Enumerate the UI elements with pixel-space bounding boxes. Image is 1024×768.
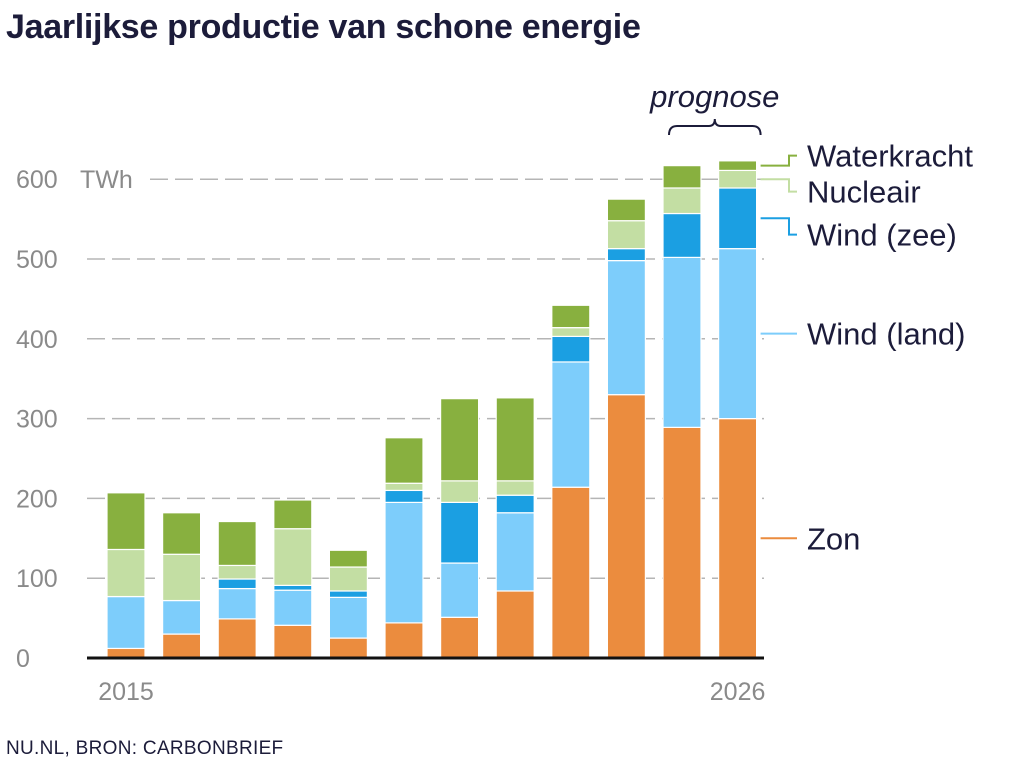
bar-segment [273,589,313,626]
y-tick-label: 100 [16,565,58,593]
bar-segment [495,590,535,659]
bar-segment [162,599,202,635]
bar-segment [551,335,591,363]
bar-segment [217,578,257,590]
bar-segment [440,616,480,659]
legend-connector [760,154,797,167]
bar-segment [440,562,480,618]
bar-segment [328,590,368,598]
forecast-label: prognose [649,79,779,114]
chart-title: Jaarlijkse productie van schone energie [6,8,641,46]
bar-segment [217,587,257,620]
legend-connector [760,217,797,236]
bar-segment [551,327,591,338]
bar-segment [328,637,368,659]
bar-segment [440,480,480,503]
bar-segment [606,394,647,659]
legend-connector [760,178,797,193]
bar-segment [717,248,758,420]
bar-segment [662,212,702,259]
x-tick-label: 2026 [710,678,766,706]
bar-segment [328,549,368,568]
bar-segment [495,397,535,482]
bar-segment [662,187,702,215]
bar-segment [551,361,591,488]
bar-segment [551,486,591,659]
bar-segment [328,566,368,592]
legend-label: Wind (zee) [807,218,957,253]
y-tick-label: 600 [16,166,58,194]
bar-segment [384,622,424,659]
legend-label: Zon [807,521,860,556]
bar-segment [440,398,480,482]
bar-segment [495,512,535,592]
bar-segment [495,480,535,496]
bar-segment [662,165,702,189]
y-tick-label: 300 [16,406,58,434]
bar-segment [495,494,535,514]
bar-segment [273,624,313,659]
bars [106,160,758,659]
bar-segment [162,512,202,555]
bar-segment [717,187,758,250]
bar-segment [162,633,202,659]
bar-segment [162,553,202,602]
bar-segment [328,596,368,639]
bar-segment [662,426,702,659]
forecast-bracket [668,118,762,136]
bar-segment [384,489,424,503]
bar-segment [273,528,313,586]
bar-segment [662,256,702,428]
bar-segment [106,492,146,551]
bar-segment [606,198,647,222]
legend: Zon Wind (land) Wind (zee) NucleairWaterkra… [760,139,973,556]
bar-segment [217,618,257,659]
source-note: NU.NL, BRON: CARBONBRIEF [6,738,284,759]
bar-segment [606,248,647,262]
legend-label: Wind (land) [807,317,966,352]
bar-segment [717,160,758,172]
bar-segment [106,595,146,650]
legend-label: Waterkracht [807,139,973,174]
bar-segment [217,564,257,580]
bar-segment [384,437,424,484]
bar-segment [106,548,146,598]
y-tick-label: 200 [16,485,58,513]
y-unit-label: TWh [80,166,133,194]
bar-segment [273,584,313,591]
x-tick-label: 2015 [98,678,154,706]
bar-segment [606,259,647,396]
y-tick-label: 400 [16,326,58,354]
y-tick-label: 0 [16,645,30,673]
bar-segment [384,482,424,492]
forecast-annotation: prognose [649,79,779,136]
bar-segment [606,220,647,250]
bar-segment [273,499,313,530]
bar-segment [217,520,257,567]
legend-label: Nucleair [807,175,921,210]
bar-segment [384,501,424,624]
x-tick-labels: 2015 2026 [98,678,765,706]
y-tick-label: 500 [16,246,58,274]
bar-segment [717,418,758,659]
y-tick-labels: 0 100 200 300 400 500 600 TWh [16,166,133,673]
bar-segment [440,501,480,564]
bar-segment [551,304,591,329]
bar-segment [717,169,758,189]
